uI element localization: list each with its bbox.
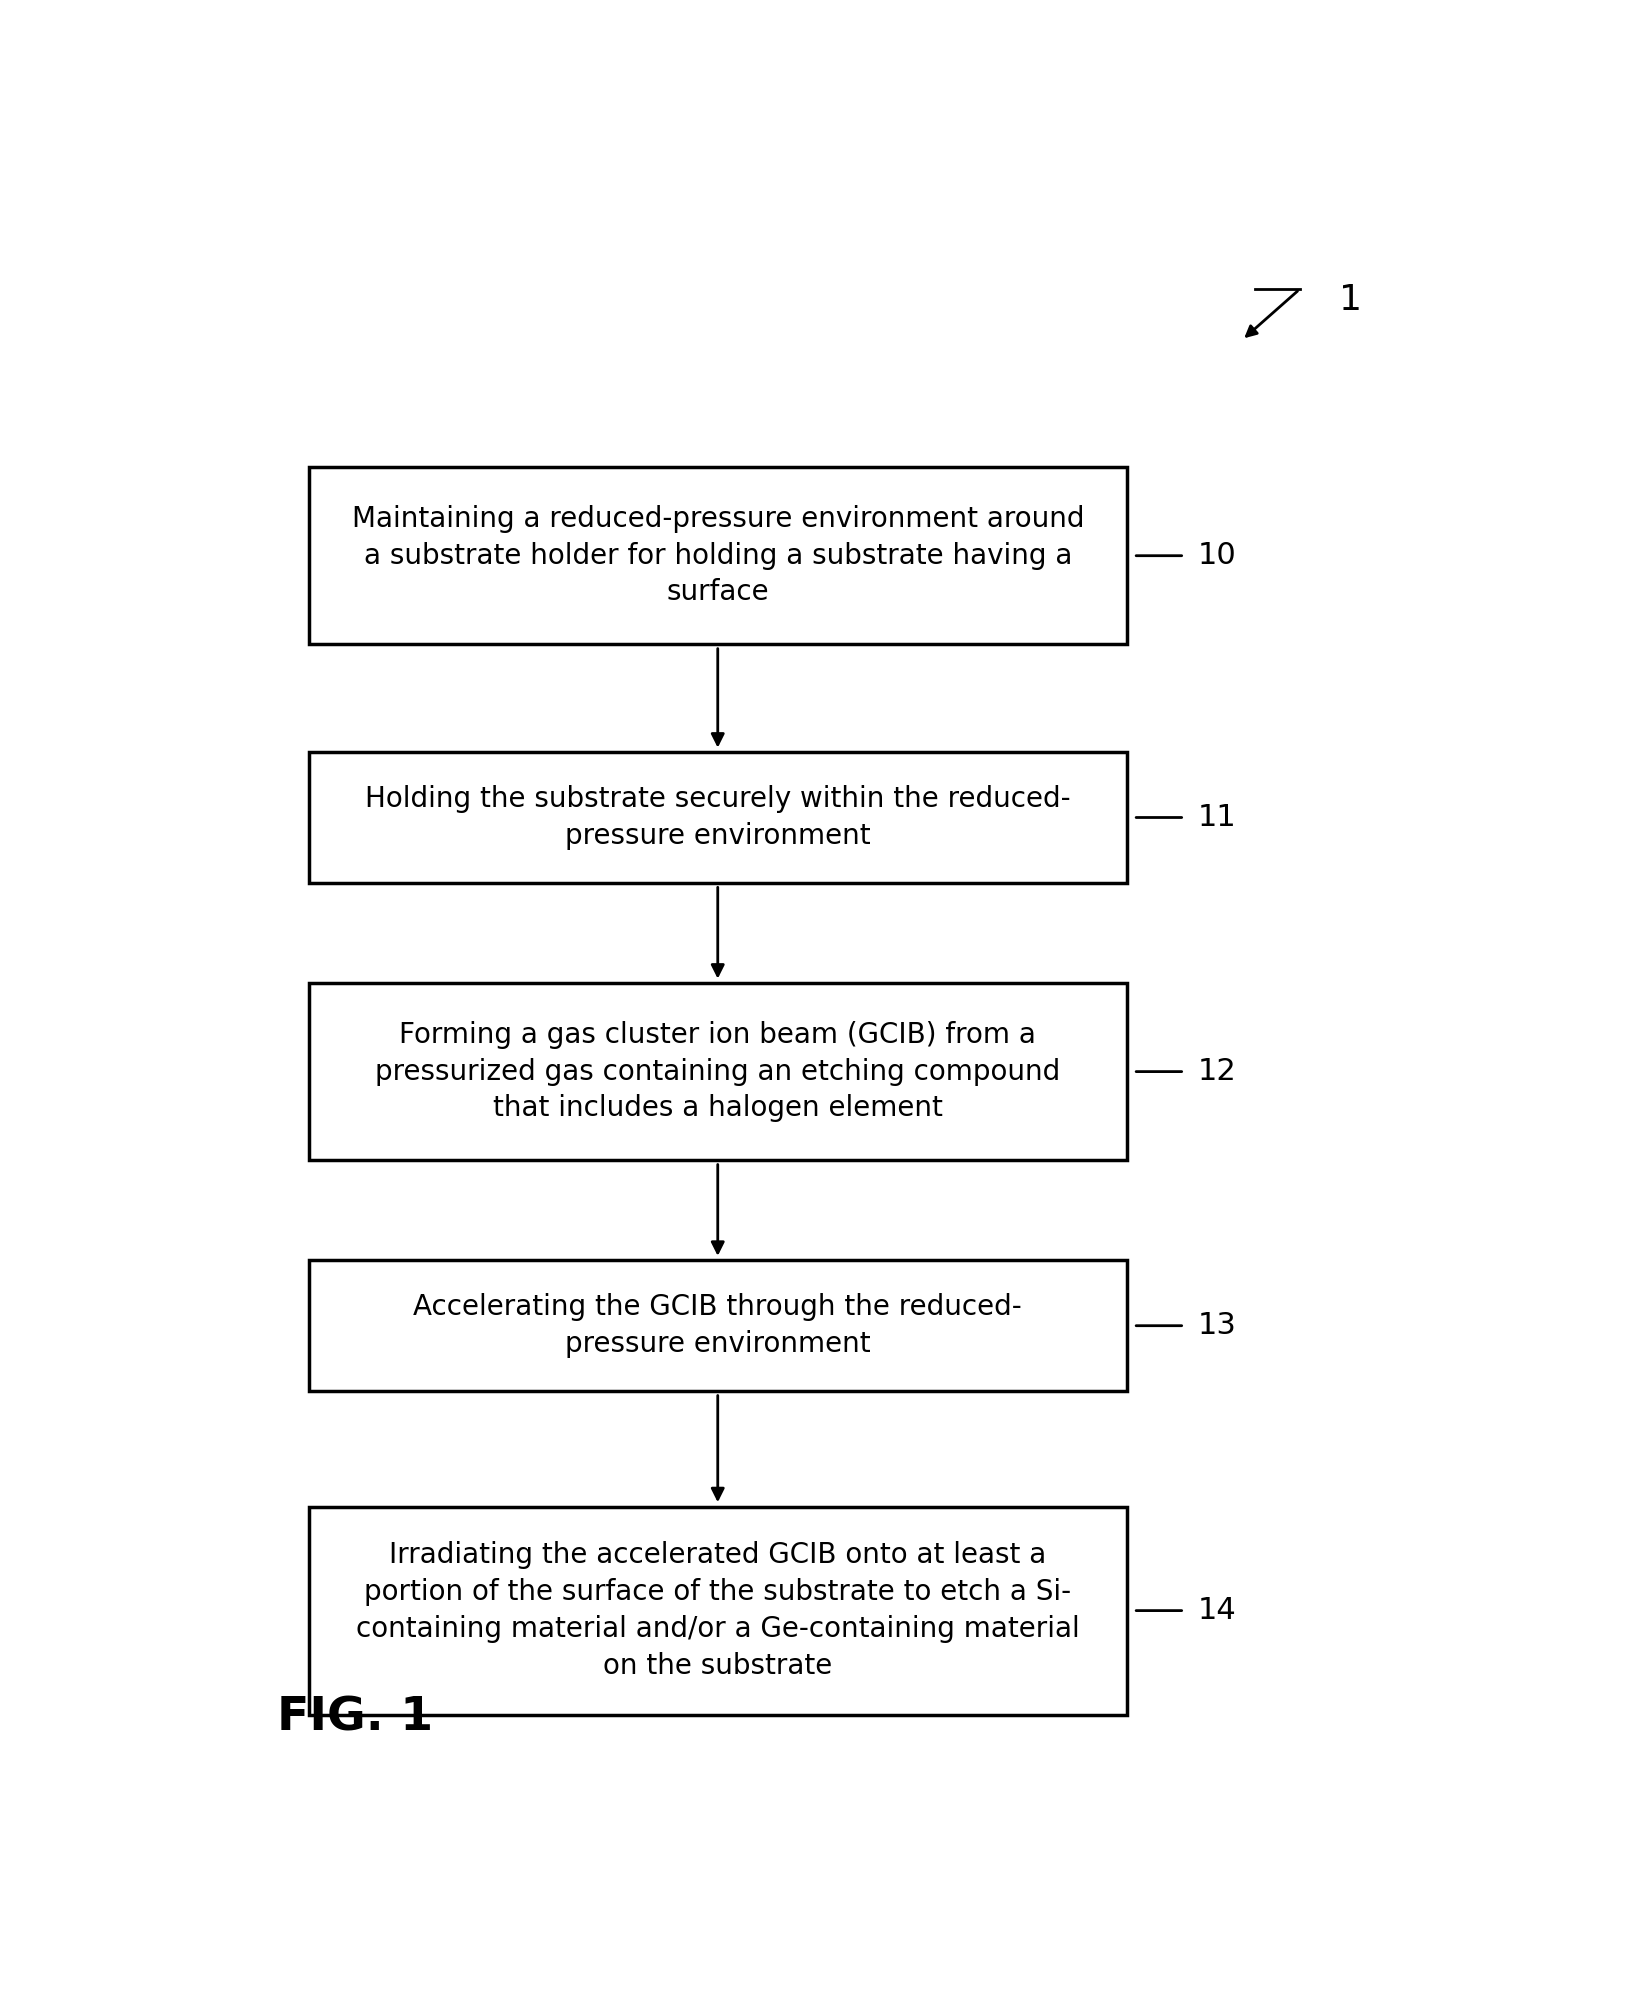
FancyBboxPatch shape bbox=[309, 468, 1127, 644]
FancyBboxPatch shape bbox=[309, 752, 1127, 882]
Text: 1: 1 bbox=[1340, 284, 1363, 318]
Text: 14: 14 bbox=[1198, 1596, 1236, 1626]
Text: Holding the substrate securely within the reduced-
pressure environment: Holding the substrate securely within th… bbox=[365, 786, 1071, 850]
Text: 11: 11 bbox=[1198, 802, 1236, 832]
FancyBboxPatch shape bbox=[309, 984, 1127, 1160]
Text: Maintaining a reduced-pressure environment around
a substrate holder for holding: Maintaining a reduced-pressure environme… bbox=[351, 504, 1084, 606]
FancyBboxPatch shape bbox=[309, 1260, 1127, 1392]
Text: Forming a gas cluster ion beam (GCIB) from a
pressurized gas containing an etchi: Forming a gas cluster ion beam (GCIB) fr… bbox=[375, 1020, 1061, 1122]
Text: 10: 10 bbox=[1198, 542, 1236, 570]
Text: FIG. 1: FIG. 1 bbox=[277, 1696, 432, 1740]
Text: 13: 13 bbox=[1198, 1312, 1236, 1340]
Text: Accelerating the GCIB through the reduced-
pressure environment: Accelerating the GCIB through the reduce… bbox=[414, 1294, 1021, 1358]
FancyBboxPatch shape bbox=[309, 1506, 1127, 1714]
Text: Irradiating the accelerated GCIB onto at least a
portion of the surface of the s: Irradiating the accelerated GCIB onto at… bbox=[356, 1542, 1079, 1680]
Text: 12: 12 bbox=[1198, 1058, 1236, 1086]
